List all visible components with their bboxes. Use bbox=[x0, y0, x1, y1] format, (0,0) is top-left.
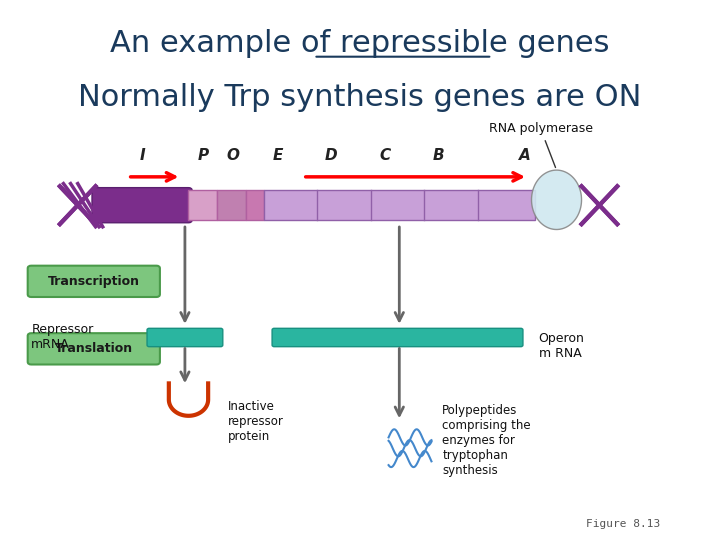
Text: Inactive
repressor
protein: Inactive repressor protein bbox=[228, 400, 284, 443]
Text: A: A bbox=[518, 148, 530, 163]
Text: D: D bbox=[325, 148, 338, 163]
Bar bbox=[217, 190, 246, 220]
Text: RNA polymerase: RNA polymerase bbox=[489, 122, 593, 167]
FancyBboxPatch shape bbox=[147, 328, 222, 347]
FancyBboxPatch shape bbox=[27, 266, 160, 297]
FancyBboxPatch shape bbox=[92, 187, 192, 222]
Text: P: P bbox=[197, 148, 208, 163]
Text: O: O bbox=[226, 148, 239, 163]
Polygon shape bbox=[531, 170, 582, 230]
Text: Translation: Translation bbox=[55, 342, 133, 355]
Bar bbox=[189, 190, 217, 220]
Text: E: E bbox=[273, 148, 283, 163]
Text: Transcription: Transcription bbox=[48, 275, 140, 288]
Text: Repressor
mRNA: Repressor mRNA bbox=[31, 323, 94, 352]
Text: Operon
m RNA: Operon m RNA bbox=[539, 332, 585, 360]
Text: I: I bbox=[139, 148, 145, 163]
Text: An example of repressible genes: An example of repressible genes bbox=[110, 29, 610, 58]
Text: C: C bbox=[379, 148, 391, 163]
Bar bbox=[246, 190, 264, 220]
FancyBboxPatch shape bbox=[272, 328, 523, 347]
Text: Figure 8.13: Figure 8.13 bbox=[586, 519, 660, 529]
FancyBboxPatch shape bbox=[27, 333, 160, 365]
Text: Polypeptides
comprising the
enzymes for
tryptophan
synthesis: Polypeptides comprising the enzymes for … bbox=[442, 403, 531, 477]
Text: Normally Trp synthesis genes are ON: Normally Trp synthesis genes are ON bbox=[78, 83, 642, 112]
Bar bbox=[264, 190, 535, 220]
Text: B: B bbox=[433, 148, 444, 163]
